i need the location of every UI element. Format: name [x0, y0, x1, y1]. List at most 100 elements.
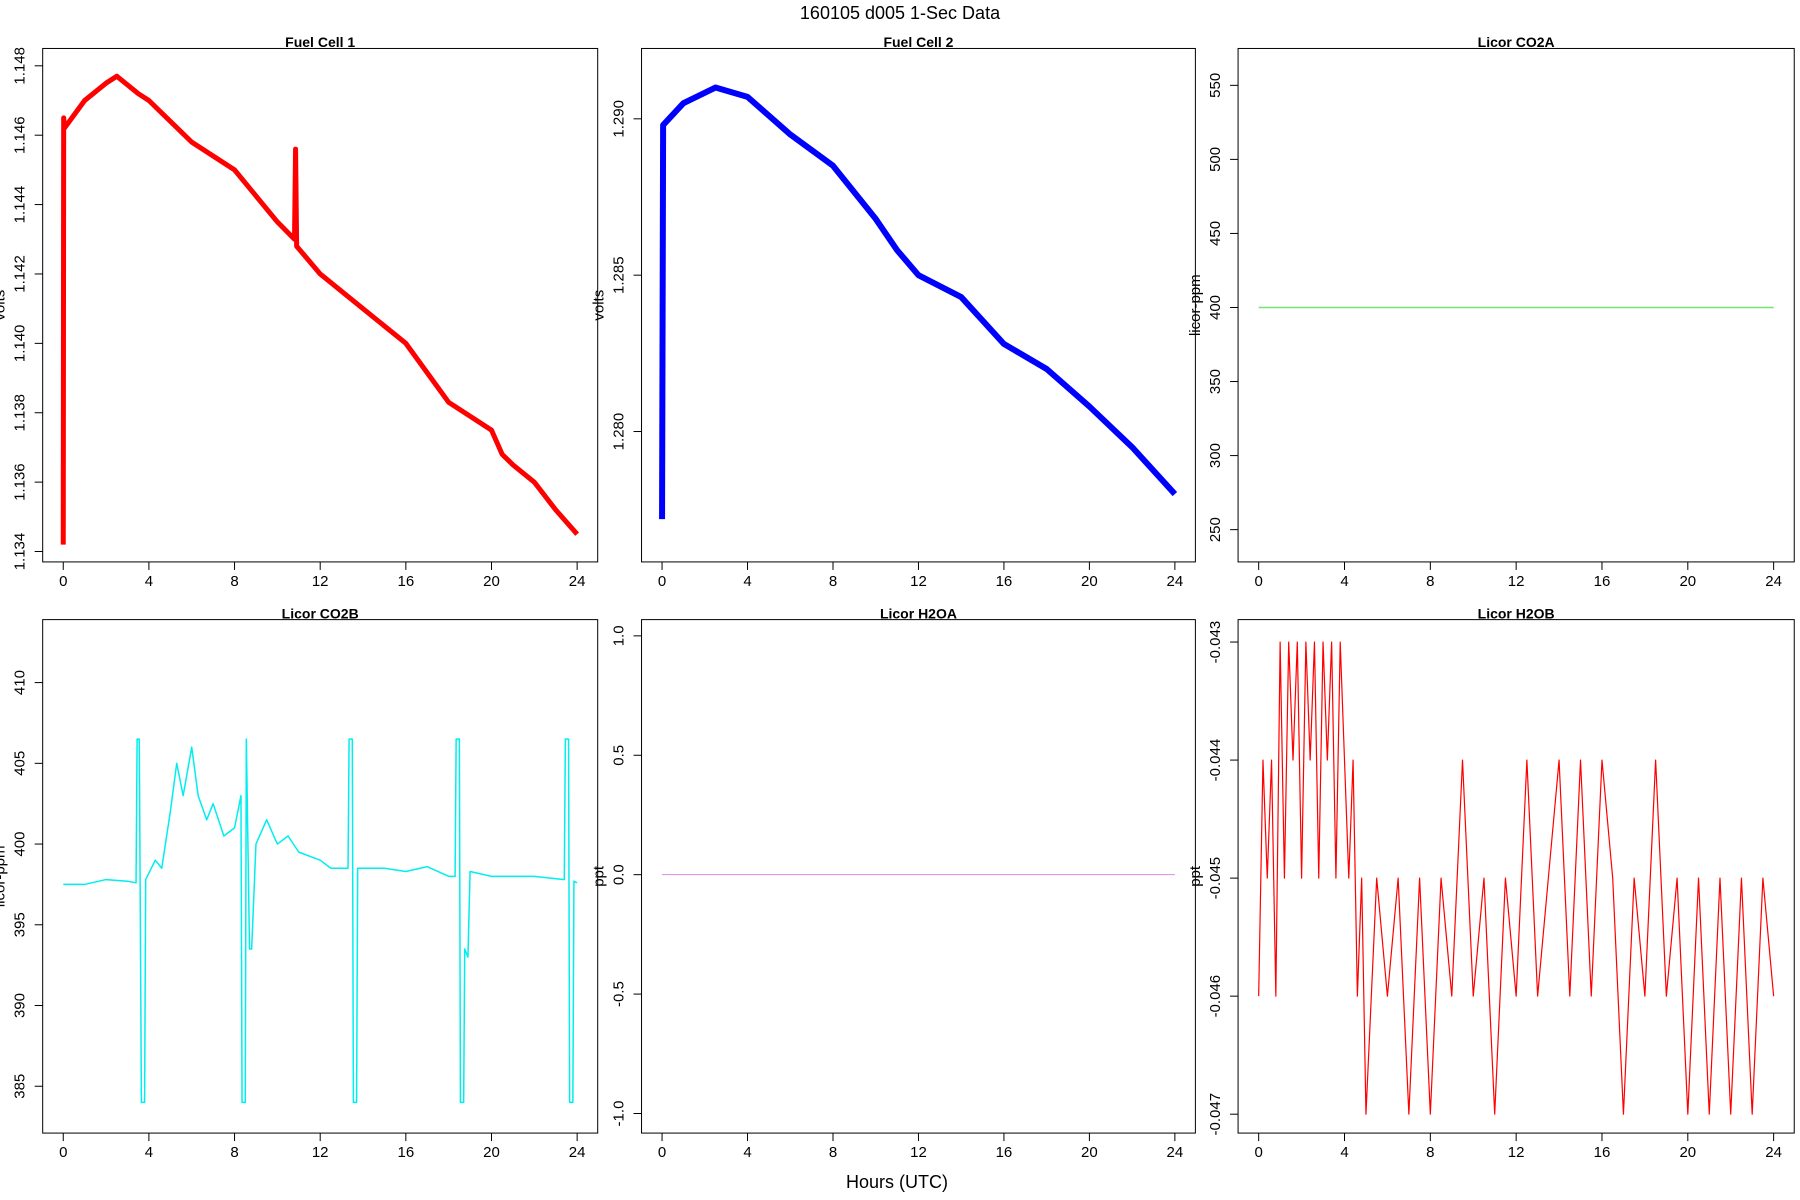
x-tick-label: 20: [483, 573, 500, 590]
x-axis-label: Hours (UTC): [846, 1172, 948, 1192]
x-tick-label: 16: [996, 573, 1013, 590]
y-tick-label: -1.0: [611, 1101, 628, 1127]
y-tick-label: 1.285: [611, 256, 628, 294]
panel-title: Licor CO2A: [1478, 34, 1555, 50]
x-tick-label: 24: [1167, 1144, 1184, 1161]
y-tick-label: 385: [12, 1074, 29, 1099]
x-tick-label: 8: [1426, 1144, 1434, 1161]
x-tick-label: 8: [829, 573, 837, 590]
y-tick-label: -0.5: [611, 981, 628, 1007]
y-tick-label: 1.280: [611, 413, 628, 451]
x-tick-label: 16: [1594, 573, 1611, 590]
panel-title: Licor CO2B: [282, 605, 359, 621]
x-tick-label: 16: [397, 573, 414, 590]
x-tick-label: 24: [1765, 573, 1782, 590]
y-tick-label: 400: [1207, 295, 1224, 320]
x-tick-label: 0: [1255, 1144, 1263, 1161]
y-tick-label: 0.5: [611, 745, 628, 766]
figure-title: 160105 d005 1-Sec Data: [800, 3, 1001, 23]
x-tick-label: 12: [910, 1144, 927, 1161]
y-tick-label: 1.134: [12, 533, 29, 571]
data-line: [60, 73, 580, 545]
panel-title: Licor H2OB: [1478, 605, 1555, 621]
x-tick-label: 24: [1765, 1144, 1782, 1161]
y-tick-label: 1.142: [12, 255, 29, 293]
panel: Fuel Cell 2 volts 0 4 8 12 16 20 24 1.280 1.285 1.2…: [591, 34, 1196, 590]
x-tick-label: 20: [1081, 573, 1098, 590]
y-tick-label: 1.140: [12, 325, 29, 363]
x-tick-label: 16: [1594, 1144, 1611, 1161]
y-tick-label: 1.136: [12, 463, 29, 501]
x-tick-label: 8: [230, 573, 238, 590]
panel-title: Fuel Cell 1: [285, 34, 355, 50]
y-tick-label: -0.045: [1207, 857, 1224, 900]
y-tick-label: 450: [1207, 221, 1224, 246]
data-line: [659, 84, 1178, 520]
y-tick-label: 1.138: [12, 394, 29, 432]
y-tick-label: 350: [1207, 369, 1224, 394]
y-tick-label: -0.046: [1207, 975, 1224, 1018]
y-tick-label: 550: [1207, 73, 1224, 98]
x-tick-label: 12: [1508, 1144, 1525, 1161]
x-tick-label: 12: [312, 1144, 329, 1161]
x-tick-label: 4: [743, 573, 751, 590]
x-tick-label: 24: [1167, 573, 1184, 590]
y-tick-label: 300: [1207, 443, 1224, 468]
y-axis-label: volts: [0, 290, 9, 321]
y-tick-label: 390: [12, 993, 29, 1018]
y-axis-label: licor-ppm: [1187, 274, 1204, 336]
y-tick-label: 1.146: [12, 116, 29, 154]
y-axis-label: ppt: [591, 865, 608, 887]
y-tick-label: 405: [12, 751, 29, 776]
plot-frame: [641, 619, 1196, 1134]
y-tick-label: 1.290: [611, 100, 628, 138]
x-tick-label: 0: [1255, 573, 1263, 590]
x-tick-label: 0: [59, 1144, 67, 1161]
panel: Licor H2OA ppt 0 4 8 12 16 20 24 -1.0 -0.5 0.0 0.5 1.…: [591, 605, 1196, 1161]
x-tick-label: 20: [1679, 1144, 1696, 1161]
y-tick-label: 1.0: [611, 625, 628, 646]
y-tick-label: 395: [12, 912, 29, 937]
plot-frame: [42, 47, 599, 563]
y-tick-label: 410: [12, 670, 29, 695]
panel: Licor CO2A licor-ppm 0 4 8 12 16 20 24 250 300 350 4…: [1187, 34, 1795, 590]
x-tick-label: 0: [658, 573, 666, 590]
panel-title: Licor H2OA: [880, 605, 957, 621]
data-line: [1258, 641, 1775, 1115]
x-tick-label: 4: [743, 1144, 751, 1161]
plot-frame: [641, 47, 1196, 563]
panel: Fuel Cell 1 volts 0 4 8 12 16 20 24 1.134 1.136 1.1…: [0, 34, 599, 590]
panel: Licor CO2B licor-ppm 0 4 8 12 16 20 24 385 390 395 4…: [0, 605, 599, 1161]
x-tick-label: 8: [230, 1144, 238, 1161]
x-tick-label: 0: [658, 1144, 666, 1161]
x-tick-label: 4: [1340, 1144, 1348, 1161]
x-tick-label: 8: [1426, 573, 1434, 590]
x-tick-label: 16: [996, 1144, 1013, 1161]
y-axis-label: ppt: [1187, 865, 1204, 887]
x-tick-label: 8: [829, 1144, 837, 1161]
panel-title: Fuel Cell 2: [883, 34, 953, 50]
x-tick-label: 20: [1679, 573, 1696, 590]
x-tick-label: 12: [312, 573, 329, 590]
x-tick-label: 20: [483, 1144, 500, 1161]
x-tick-label: 24: [569, 1144, 586, 1161]
y-axis-label: volts: [591, 290, 608, 321]
y-tick-label: 0.0: [611, 864, 628, 885]
x-tick-label: 12: [1508, 573, 1525, 590]
data-line: [63, 738, 578, 1104]
y-axis-label: licor-ppm: [0, 846, 9, 908]
y-tick-label: 1.144: [12, 186, 29, 224]
y-tick-label: -0.044: [1207, 739, 1224, 782]
x-tick-label: 24: [569, 573, 586, 590]
x-tick-label: 0: [59, 573, 67, 590]
x-tick-label: 4: [1340, 573, 1348, 590]
y-tick-label: 1.148: [12, 47, 29, 85]
y-tick-label: -0.047: [1207, 1093, 1224, 1136]
x-tick-label: 20: [1081, 1144, 1098, 1161]
y-tick-label: 250: [1207, 517, 1224, 542]
x-tick-label: 4: [145, 1144, 153, 1161]
y-tick-label: 400: [12, 832, 29, 857]
panel: Licor H2OB ppt 0 4 8 12 16 20 24 -0.047 -0.046 -0.0…: [1187, 605, 1795, 1161]
y-tick-label: -0.043: [1207, 621, 1224, 664]
